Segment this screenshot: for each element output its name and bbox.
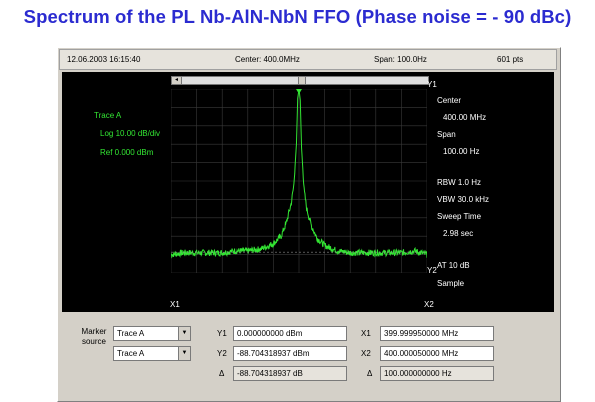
scroll-thumb[interactable]: [298, 77, 306, 84]
spectrum-display: [62, 72, 554, 312]
center-readout: Center: 400.0MHz: [235, 55, 300, 64]
y2-label: Y2: [217, 349, 227, 358]
span-label: Span: [437, 130, 456, 139]
x2-field[interactable]: 400.000050000 MHz: [380, 346, 494, 361]
trace-name: Trace A: [94, 111, 122, 120]
y1-field[interactable]: 0.000000000 dBm: [233, 326, 347, 341]
span-readout: Span: 100.0Hz: [374, 55, 427, 64]
marker-source-1-select[interactable]: Trace A ▼: [113, 326, 191, 341]
span-value: 100.00 Hz: [443, 147, 480, 156]
marker-y1-label: Y1: [427, 80, 437, 89]
delta-y-field: -88.704318937 dB: [233, 366, 347, 381]
attenuation-value: AT 10 dB: [437, 261, 470, 270]
points-readout: 601 pts: [497, 55, 524, 64]
x1-label: X1: [361, 329, 371, 338]
trace-a-line: [171, 89, 427, 259]
marker-source-2-select[interactable]: Trace A ▼: [113, 346, 191, 361]
marker-x2-label: X2: [424, 300, 434, 309]
y1-label: Y1: [217, 329, 227, 338]
marker-x1-label: X1: [170, 300, 180, 309]
sweep-label: Sweep Time: [437, 212, 482, 221]
plot-grid: [171, 89, 427, 273]
trace-ref: Ref 0.000 dBm: [100, 148, 154, 157]
page-title: Spectrum of the PL Nb-AlN-NbN FFO (Phase…: [23, 6, 572, 27]
center-value: 400.00 MHz: [443, 113, 487, 122]
delta-x-field: 100.000000000 Hz: [380, 366, 494, 381]
rbw-value: RBW 1.0 Hz: [437, 178, 482, 187]
detector-mode: Sample: [437, 279, 465, 288]
spectrum-plot: [171, 89, 427, 273]
status-bar: 12.06.2003 16:15:40 Center: 400.0MHz Spa…: [59, 49, 557, 70]
marker-y2-label: Y2: [427, 266, 437, 275]
center-label: Center: [437, 96, 462, 105]
delta-y-icon: Δ: [219, 369, 225, 378]
sweep-value: 2.98 sec: [443, 229, 474, 238]
marker-peak-icon: [296, 89, 302, 94]
delta-x-icon: Δ: [367, 369, 373, 378]
trace-scale: Log 10.00 dB/div: [100, 129, 161, 138]
x2-label: X2: [361, 349, 371, 358]
chevron-down-icon[interactable]: ▼: [178, 327, 190, 340]
y2-field[interactable]: -88.704318937 dBm: [233, 346, 347, 361]
x1-field[interactable]: 399.999950000 MHz: [380, 326, 494, 341]
chevron-down-icon[interactable]: ▼: [178, 347, 190, 360]
vbw-value: VBW 30.0 kHz: [437, 195, 490, 204]
timestamp: 12.06.2003 16:15:40: [67, 55, 141, 64]
scroll-left-icon[interactable]: ◂: [172, 77, 182, 84]
zoom-scrollbar[interactable]: ◂: [171, 76, 429, 85]
marker-source-label: Marker source: [81, 327, 107, 346]
